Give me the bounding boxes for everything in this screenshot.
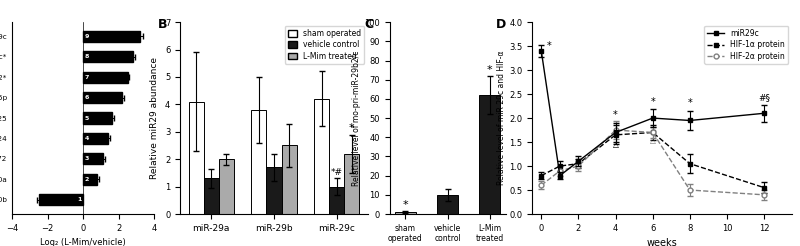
miR29c: [648, 117, 658, 120]
miR29c: [555, 174, 565, 177]
Bar: [83, 31, 140, 42]
Text: *: *: [613, 110, 618, 120]
Text: D: D: [496, 18, 506, 31]
Text: 8: 8: [85, 54, 89, 59]
Bar: [330, 187, 344, 214]
HIF-1α protein: [648, 131, 658, 134]
Text: 2: 2: [85, 177, 89, 182]
miR29c: [574, 160, 583, 163]
Bar: [204, 178, 218, 214]
HIF-2α protein: [648, 131, 658, 134]
HIF-2α protein: [537, 184, 546, 187]
Bar: [344, 154, 359, 214]
HIF-2α protein: [685, 188, 694, 191]
Line: HIF-2α protein: HIF-2α protein: [539, 128, 766, 197]
miR29c: [537, 49, 546, 52]
HIF-1α protein: [685, 162, 694, 165]
Text: 1: 1: [78, 197, 82, 202]
Bar: [83, 133, 108, 144]
Bar: [83, 153, 102, 165]
Bar: [83, 51, 133, 62]
Text: C: C: [364, 18, 374, 31]
Bar: [314, 99, 330, 214]
Bar: [83, 72, 128, 83]
Text: #§: #§: [758, 93, 770, 102]
Bar: [251, 110, 266, 214]
Text: 3: 3: [85, 156, 89, 161]
miR29c: [685, 119, 694, 122]
HIF-2α protein: [610, 129, 620, 132]
Text: *#: *#: [331, 168, 343, 177]
HIF-2α protein: [555, 169, 565, 172]
Text: △: △: [613, 140, 618, 149]
Text: 4: 4: [85, 136, 89, 141]
Text: B: B: [158, 18, 167, 31]
Bar: [189, 102, 204, 214]
HIF-1α protein: [759, 186, 769, 189]
Y-axis label: Relative level of mo-pri-miR-29b2/c: Relative level of mo-pri-miR-29b2/c: [352, 50, 362, 186]
HIF-1α protein: [555, 165, 565, 168]
Text: △: △: [650, 136, 656, 145]
Bar: [479, 95, 500, 214]
Legend: miR29c, HIF-1α protein, HIF-2α protein: miR29c, HIF-1α protein, HIF-2α protein: [705, 26, 788, 64]
Text: *: *: [487, 65, 493, 75]
miR29c: [759, 112, 769, 115]
X-axis label: weeks: weeks: [646, 238, 678, 246]
Legend: sham operated, vehicle control, L-Mim treated: sham operated, vehicle control, L-Mim tr…: [285, 26, 364, 64]
Text: *: *: [349, 123, 354, 133]
Line: HIF-1α protein: HIF-1α protein: [539, 130, 766, 190]
Bar: [83, 112, 112, 124]
Text: 5: 5: [85, 116, 89, 121]
Bar: [218, 159, 234, 214]
miR29c: [610, 131, 620, 134]
Y-axis label: Relative miR29 abundance: Relative miR29 abundance: [150, 57, 159, 179]
Bar: [395, 212, 416, 214]
Bar: [83, 92, 122, 103]
Y-axis label: Relative level of miR-29c and HIF-α: Relative level of miR-29c and HIF-α: [498, 51, 506, 185]
Text: 7: 7: [85, 75, 89, 80]
Text: *: *: [650, 97, 655, 107]
Text: *: *: [402, 200, 408, 211]
HIF-1α protein: [537, 174, 546, 177]
Line: miR29c: miR29c: [539, 48, 766, 178]
Bar: [437, 195, 458, 214]
Text: 9: 9: [85, 34, 89, 39]
X-axis label: Log₂ (L-Mim/vehicle): Log₂ (L-Mim/vehicle): [40, 238, 126, 246]
Bar: [266, 168, 282, 214]
Bar: [83, 174, 98, 185]
Text: 6: 6: [85, 95, 89, 100]
HIF-1α protein: [610, 133, 620, 136]
HIF-2α protein: [759, 193, 769, 196]
Bar: [38, 194, 83, 205]
Bar: [282, 145, 297, 214]
HIF-1α protein: [574, 162, 583, 165]
HIF-2α protein: [574, 165, 583, 168]
Text: *: *: [687, 98, 692, 108]
Text: *: *: [547, 41, 552, 50]
